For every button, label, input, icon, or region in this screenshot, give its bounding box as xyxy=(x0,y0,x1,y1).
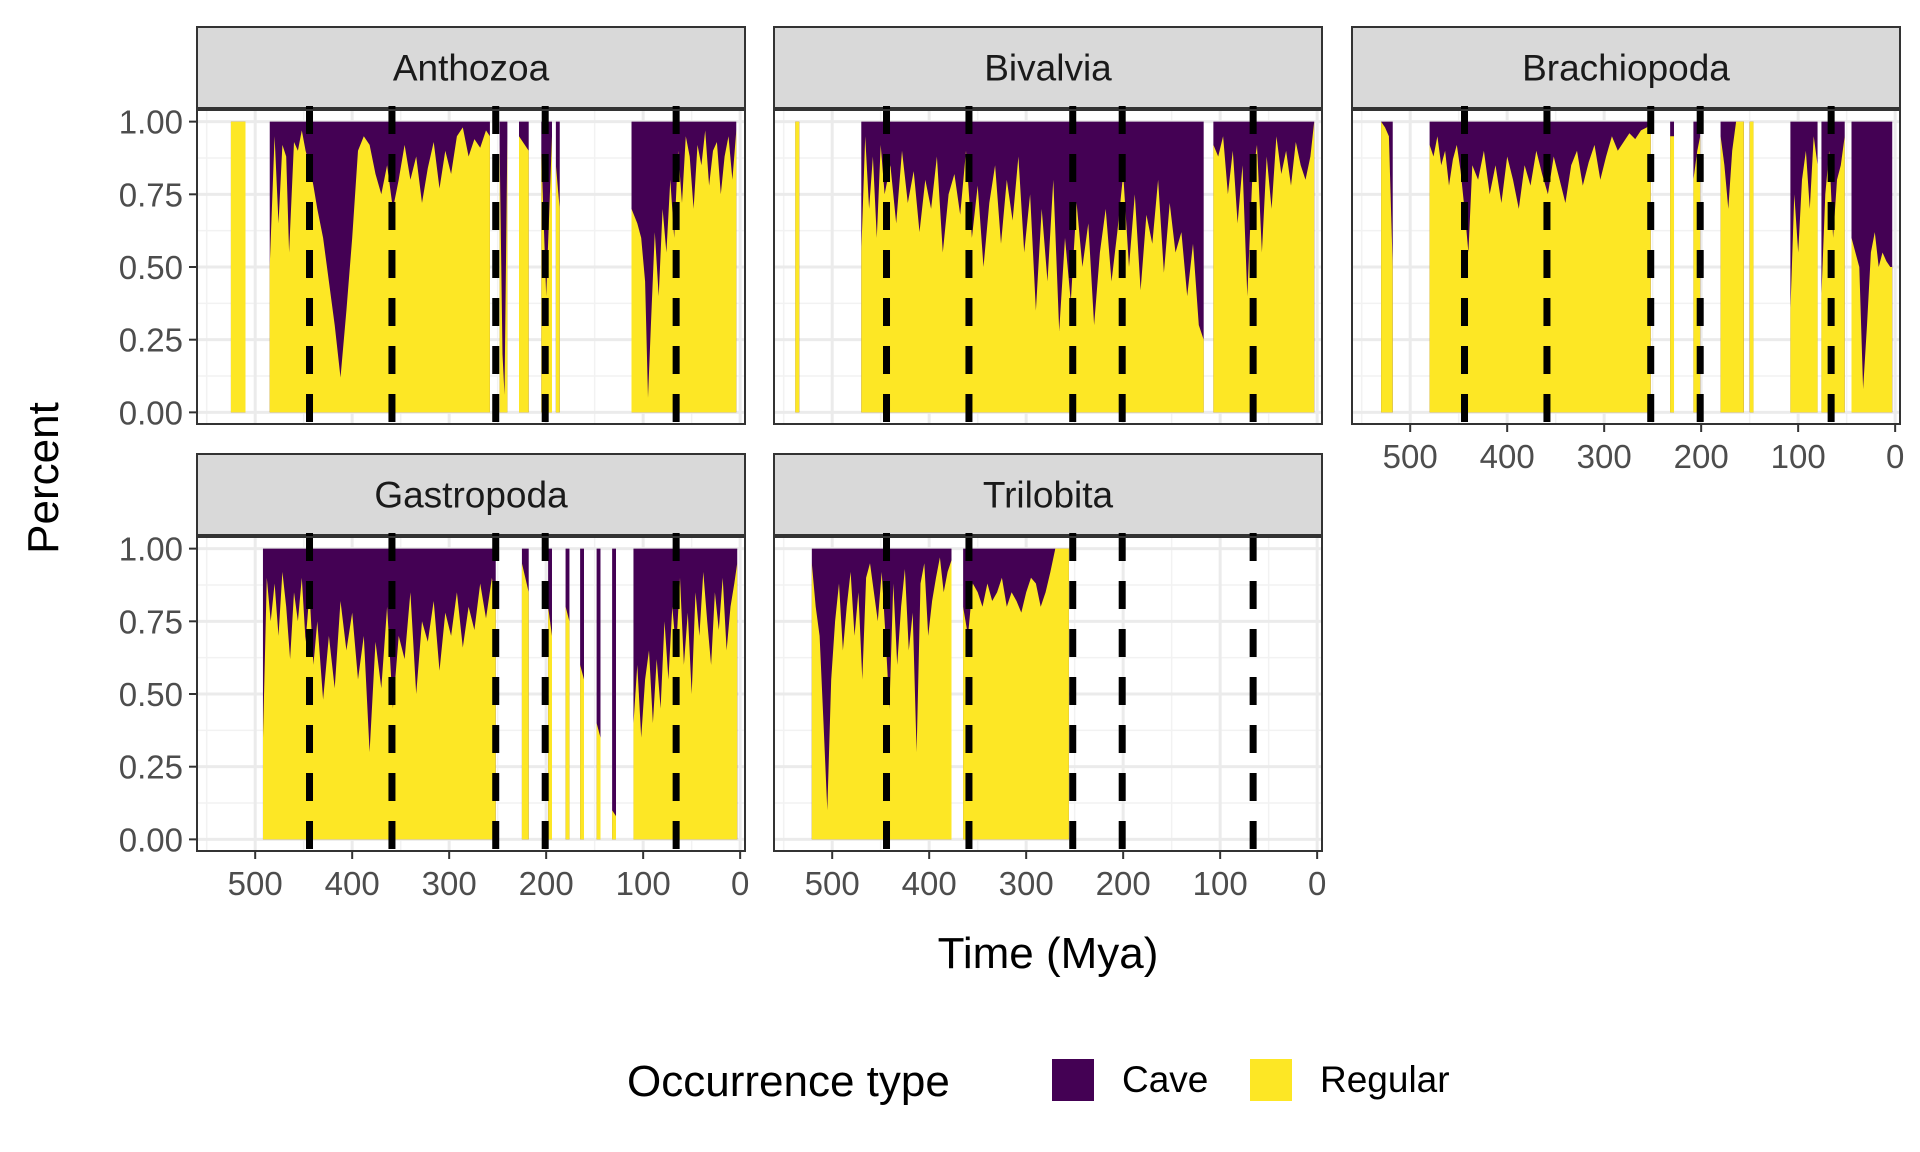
x-tick-label: 100 xyxy=(1771,438,1826,475)
regular-area xyxy=(861,136,1204,413)
panel-anthozoa: Anthozoa 0.00 0.25 0.50 0.75 1.00 xyxy=(119,26,746,431)
y-tick-label: 0.00 xyxy=(119,821,183,858)
cave-area xyxy=(612,548,617,840)
regular-area xyxy=(580,664,584,840)
regular-area xyxy=(499,136,508,413)
regular-area xyxy=(541,136,552,413)
x-tick-label: 400 xyxy=(902,865,957,902)
y-tick-label: 0.25 xyxy=(119,322,183,359)
regular-area xyxy=(555,165,560,413)
x-tick-label: 200 xyxy=(1096,865,1151,902)
facet-label: Anthozoa xyxy=(393,48,550,89)
y-axis-title: Percent xyxy=(19,402,68,554)
y-tick-label: 1.00 xyxy=(119,531,183,568)
regular-area xyxy=(519,136,529,413)
x-tick-label: 200 xyxy=(519,865,574,902)
panel-border xyxy=(773,109,1323,425)
facet-label: Brachiopoda xyxy=(1522,48,1730,89)
cave-area xyxy=(499,121,508,413)
panel-trilobita: Trilobita 500 400 300 200 100 0 xyxy=(773,453,1326,902)
x-tick-label: 500 xyxy=(805,865,860,902)
regular-area xyxy=(548,606,552,840)
x-tick-label: 0 xyxy=(1308,865,1326,902)
panel-border xyxy=(773,536,1323,852)
facet-strip xyxy=(1351,26,1901,109)
facet-strip xyxy=(773,453,1323,536)
cave-area xyxy=(596,548,601,840)
facet-label: Trilobita xyxy=(983,475,1114,516)
regular-area xyxy=(1790,136,1818,413)
x-tick-label: 300 xyxy=(999,865,1054,902)
facet-strip xyxy=(196,26,746,109)
y-tick-label: 0.25 xyxy=(119,749,183,786)
y-tick-label: 0.75 xyxy=(119,603,183,640)
regular-area xyxy=(596,723,601,840)
legend-label-regular: Regular xyxy=(1320,1059,1450,1100)
x-axis-title: Time (Mya) xyxy=(938,929,1159,978)
regular-area xyxy=(1749,121,1754,413)
regular-area xyxy=(1851,232,1893,413)
x-tick-label: 400 xyxy=(1480,438,1535,475)
x-tick-label: 500 xyxy=(228,865,283,902)
y-tick-label: 0.00 xyxy=(119,394,183,431)
regular-area xyxy=(1213,121,1315,413)
y-tick-label: 0.50 xyxy=(119,676,183,713)
y-tick-label: 0.50 xyxy=(119,249,183,286)
regular-area xyxy=(963,548,1069,840)
x-tick-label: 0 xyxy=(731,865,749,902)
facet-strip xyxy=(773,26,1323,109)
y-tick-label: 1.00 xyxy=(119,104,183,141)
regular-area xyxy=(230,121,246,413)
legend-label-cave: Cave xyxy=(1122,1059,1208,1100)
regular-area xyxy=(263,571,496,840)
y-tick-label: 0.75 xyxy=(119,176,183,213)
regular-area xyxy=(521,563,529,840)
regular-area xyxy=(612,810,616,840)
facet-label: Bivalvia xyxy=(984,48,1112,89)
regular-area xyxy=(1720,121,1744,413)
x-tick-label: 500 xyxy=(1383,438,1438,475)
panel-gastropoda: Gastropoda 0.00 0.25 0.50 0.75 1.00 500 400 300 2… xyxy=(119,453,749,902)
regular-area xyxy=(633,563,738,840)
legend-swatch-regular xyxy=(1250,1059,1292,1101)
legend-swatch-cave xyxy=(1052,1059,1094,1101)
facet-label: Gastropoda xyxy=(374,475,568,516)
panels: Anthozoa 0.00 0.25 0.50 0.75 1.00 Bivalvia Brac… xyxy=(119,26,1904,902)
facet-strip xyxy=(196,453,746,536)
panel-border xyxy=(1351,109,1901,425)
x-tick-label: 300 xyxy=(1577,438,1632,475)
regular-area xyxy=(1381,121,1393,413)
x-tick-label: 0 xyxy=(1886,438,1904,475)
regular-area xyxy=(631,130,737,413)
legend-title: Occurrence type xyxy=(627,1057,950,1106)
panel-bivalvia: Bivalvia xyxy=(773,26,1323,428)
regular-area xyxy=(811,557,952,840)
regular-area xyxy=(1670,136,1674,413)
regular-area xyxy=(269,127,490,413)
x-tick-label: 100 xyxy=(616,865,671,902)
x-tick-label: 400 xyxy=(325,865,380,902)
regular-area xyxy=(1429,121,1651,413)
panel-brachiopoda: Brachiopoda 500 400 300 200 100 0 xyxy=(1351,26,1904,475)
regular-area xyxy=(565,606,570,840)
x-tick-label: 100 xyxy=(1193,865,1248,902)
x-tick-label: 200 xyxy=(1674,438,1729,475)
x-tick-label: 300 xyxy=(422,865,477,902)
legend: Occurrence type Cave Regular xyxy=(627,1057,1450,1106)
regular-area xyxy=(795,121,800,413)
